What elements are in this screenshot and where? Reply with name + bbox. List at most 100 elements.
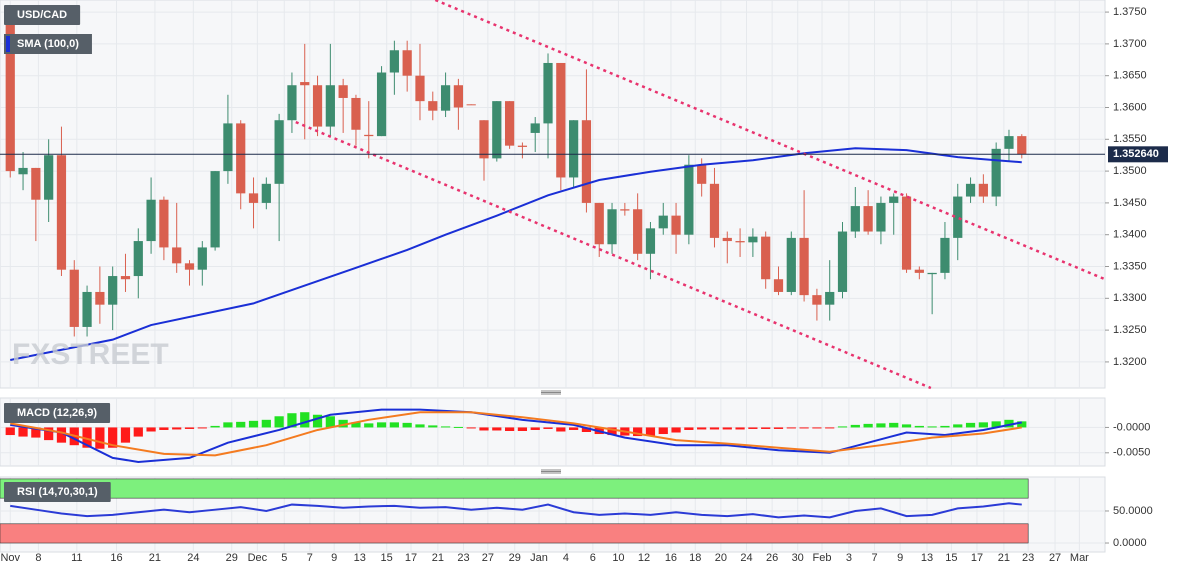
y-tick-label: 1.3300	[1113, 292, 1147, 304]
candle-body	[953, 196, 963, 238]
candle-body	[786, 237, 796, 292]
candle-body	[850, 206, 860, 232]
candle-body	[236, 123, 246, 194]
macd-histogram-bar	[172, 427, 182, 430]
macd-histogram-bar	[722, 427, 732, 430]
macd-histogram-bar	[31, 427, 41, 438]
candle-body	[773, 279, 784, 292]
price-label: 1.352640	[1113, 148, 1159, 160]
candle-body	[210, 171, 220, 248]
candle-body	[133, 241, 143, 277]
candle-body	[5, 15, 15, 172]
x-tick-label: Feb	[813, 552, 832, 564]
candle-body	[1017, 136, 1027, 155]
x-tick-label: 27	[1049, 552, 1061, 564]
macd-histogram-bar	[479, 427, 489, 431]
y-tick-label: 50.0000	[1113, 505, 1153, 517]
candle-body	[95, 291, 105, 305]
candle-body	[82, 291, 92, 327]
macd-histogram-bar	[376, 422, 387, 428]
macd-histogram-bar	[786, 427, 796, 429]
macd-histogram-bar	[261, 419, 271, 428]
y-tick-label: 1.3250	[1113, 324, 1147, 336]
macd-histogram-bar	[748, 427, 758, 429]
candle-body	[466, 104, 476, 106]
macd-histogram-bar	[633, 427, 643, 437]
candle-body	[120, 276, 131, 280]
macd-histogram-bar	[197, 427, 207, 429]
candle-body	[684, 164, 694, 235]
y-tick-label: 0.0000	[1113, 537, 1147, 549]
macd-histogram-bar	[569, 427, 579, 430]
macd-histogram-bar	[863, 423, 873, 428]
candle-body	[364, 134, 374, 137]
x-tick-label: 21	[432, 552, 444, 564]
x-tick-label: 12	[638, 552, 650, 564]
pane-title-box	[4, 482, 111, 502]
macd-histogram-bar	[837, 426, 848, 428]
x-tick-label: 21	[998, 552, 1010, 564]
y-tick-label: 1.3200	[1113, 356, 1147, 368]
x-tick-label: 10	[612, 552, 624, 564]
macd-histogram-bar	[56, 427, 67, 443]
candle-body	[761, 236, 771, 280]
candle-body	[735, 241, 745, 243]
macd-histogram-bar	[120, 427, 131, 443]
candle-body	[581, 120, 592, 203]
macd-histogram-bar	[18, 427, 28, 437]
macd-histogram-bar	[338, 419, 348, 428]
candle-body	[428, 101, 438, 111]
macd-histogram-bar	[5, 427, 15, 436]
candle-body	[671, 215, 681, 235]
candle-body	[312, 85, 323, 127]
x-tick-label: Jan	[530, 552, 548, 564]
candle-body	[18, 167, 28, 175]
x-tick-label: 30	[792, 552, 804, 564]
macd-histogram-bar	[850, 424, 860, 428]
macd-histogram-bar	[607, 427, 617, 436]
macd-histogram-bar	[389, 422, 399, 428]
macd-histogram-bar	[773, 427, 784, 429]
candle-body	[978, 183, 988, 197]
y-tick-label: 1.3350	[1113, 260, 1147, 272]
macd-histogram-bar	[876, 423, 886, 428]
candle-body	[633, 209, 643, 254]
x-tick-label: 24	[740, 552, 752, 564]
macd-histogram-bar	[1004, 419, 1014, 428]
sma-line	[10, 147, 1022, 361]
macd-histogram-bar	[901, 424, 912, 428]
macd-histogram-bar	[428, 425, 438, 428]
macd-histogram-bar	[889, 422, 899, 428]
candle-body	[876, 202, 886, 232]
macd-histogram-bar	[1017, 421, 1027, 428]
x-tick-label: 7	[307, 552, 313, 564]
y-tick-label: 1.3700	[1113, 38, 1147, 50]
price-label-box	[1108, 146, 1168, 163]
macd-histogram-bar	[543, 427, 553, 429]
candle-body	[146, 199, 156, 242]
candle-body	[31, 167, 41, 200]
macd-histogram-bar	[159, 427, 169, 430]
candle-body	[376, 72, 387, 137]
candle-body	[863, 206, 873, 232]
x-tick-label: Dec	[248, 552, 268, 564]
macd-histogram-bar	[812, 427, 822, 429]
trendline	[434, 0, 1106, 281]
macd-histogram-bar	[517, 427, 528, 431]
macd-histogram-bar	[415, 424, 425, 428]
candle-body	[69, 269, 79, 327]
macd-histogram-bar	[581, 427, 592, 432]
candle-body	[300, 82, 310, 86]
pane-title: MACD (12,26,9)	[17, 407, 97, 419]
macd-histogram-bar	[735, 427, 745, 430]
candle-body	[440, 85, 451, 111]
candle-body	[748, 236, 758, 243]
candle-body	[479, 120, 489, 159]
x-tick-label: 23	[1022, 552, 1034, 564]
macd-histogram-bar	[953, 424, 963, 428]
macd-histogram-bar	[697, 427, 707, 430]
candle-body	[697, 164, 707, 184]
macd-histogram-bar	[236, 421, 246, 428]
macd-histogram-bar	[709, 427, 720, 430]
macd-histogram-bar	[184, 427, 195, 429]
